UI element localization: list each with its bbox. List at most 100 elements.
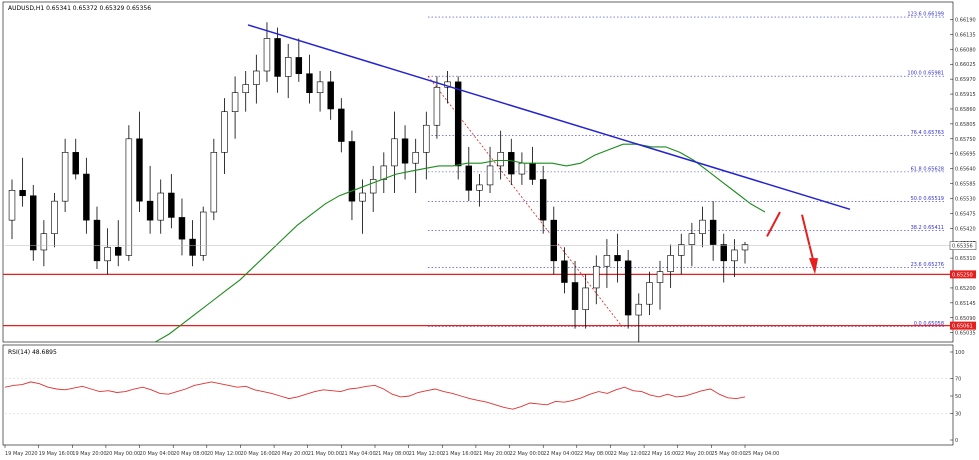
up-arrow-line <box>766 211 781 237</box>
time-tick-label: 25 May 00:00 <box>711 451 745 457</box>
candle-bullish <box>678 244 685 256</box>
support-price-label: 0.65250 <box>952 272 973 278</box>
time-tick-label: 22 May 12:00 <box>610 451 644 457</box>
price-tick-label: 0.65420 <box>955 226 976 232</box>
candle-bullish <box>242 84 249 94</box>
candle-bearish <box>327 81 334 110</box>
candle-bearish <box>401 138 409 164</box>
candle-bullish <box>369 179 377 194</box>
fib-level-label: 123.6 0.66199 <box>907 12 944 18</box>
candle-bullish <box>593 265 600 289</box>
time-tick-label: 22 May 16:00 <box>644 451 678 457</box>
price-tick-label: 0.65640 <box>955 167 976 173</box>
current-price-tag: 0.65356 <box>5 241 977 250</box>
candle-bearish <box>306 73 313 94</box>
candle-bearish <box>83 173 90 221</box>
candle-bearish <box>93 219 101 262</box>
price-tick-label: 0.65860 <box>955 107 976 113</box>
time-tick-label: 19 May 20:00 <box>72 451 106 457</box>
candle-bullish <box>316 81 324 94</box>
candle-bearish <box>72 152 79 175</box>
time-tick-label: 21 May 08:00 <box>375 451 409 457</box>
candle-bullish <box>221 111 228 153</box>
time-tick-label: 21 May 04:00 <box>341 451 375 457</box>
candle-bullish <box>699 219 706 235</box>
candle-bearish <box>274 38 281 77</box>
candle-bearish <box>348 141 356 202</box>
candle-bullish <box>125 138 133 256</box>
support-price-label: 0.65061 <box>952 324 973 330</box>
candle-bullish <box>263 38 271 72</box>
candle-bearish <box>508 152 515 175</box>
candle-bullish <box>284 57 292 77</box>
support-lines: 0.65250 0.65061 <box>3 270 976 330</box>
candle-bullish <box>391 138 398 167</box>
price-tick-label: 0.66025 <box>955 62 976 68</box>
candle-bullish <box>433 86 441 126</box>
moving-average <box>154 143 766 343</box>
candle-bearish <box>624 260 632 316</box>
price-tick-label: 0.65090 <box>955 316 976 322</box>
candle-bearish <box>550 219 558 262</box>
candle-bullish <box>423 124 430 153</box>
price-tick-label: 0.65695 <box>955 152 976 158</box>
price-tick-label: 0.65805 <box>955 122 976 128</box>
time-tick-label: 19 May 16:00 <box>39 451 73 457</box>
candle-bullish <box>646 282 653 305</box>
candle-bullish <box>518 162 526 175</box>
time-tick-label: 20 May 08:00 <box>173 451 207 457</box>
price-tick-label: 0.66080 <box>955 47 976 53</box>
time-tick-label: 25 May 04:00 <box>745 451 779 457</box>
current-price-box <box>949 241 977 250</box>
time-tick-label: 21 May 12:00 <box>409 451 443 457</box>
price-tick-label: 0.65310 <box>955 256 976 262</box>
candle-bearish <box>709 219 717 245</box>
candle-bullish <box>688 233 696 245</box>
fib-level-label: 23.6 0.65276 <box>911 262 944 268</box>
fib-level-label: 0.0 0.65058 <box>914 321 944 327</box>
candles <box>8 22 749 343</box>
time-tick-label: 21 May 00:00 <box>308 451 342 457</box>
forecast-arrows <box>766 211 818 275</box>
ma-line <box>154 143 766 343</box>
support-price-tag <box>950 321 976 330</box>
candle-bullish <box>253 70 260 85</box>
time-tick-label: 20 May 12:00 <box>207 451 241 457</box>
time-tick-label: 20 May 16:00 <box>240 451 274 457</box>
candle-bullish <box>603 255 611 267</box>
candle-bullish <box>741 244 749 251</box>
fib-level-label: 100.0 0.65981 <box>907 71 944 77</box>
candle-bearish <box>465 165 473 191</box>
current-price-label: 0.65356 <box>952 244 973 250</box>
candle-bearish <box>454 81 462 167</box>
time-tick-label: 22 May 04:00 <box>543 451 577 457</box>
resistance-trendline <box>247 24 851 211</box>
candle-bearish <box>178 217 186 240</box>
candle-bearish <box>529 162 536 180</box>
time-tick-label: 19 May 2020 <box>5 451 38 457</box>
price-tick-label: 0.65035 <box>955 331 976 337</box>
candle-bullish <box>486 165 494 186</box>
rsi-tick-label: 30 <box>955 412 961 418</box>
candle-bearish <box>19 190 26 197</box>
candle-bullish <box>582 287 589 310</box>
candle-bullish <box>40 233 48 251</box>
support-price-tag <box>950 270 976 279</box>
rsi-tick-label: 50 <box>955 394 961 400</box>
candle-bullish <box>731 249 738 262</box>
time-tick-label: 20 May 20:00 <box>274 451 308 457</box>
rsi-pane-frame <box>2 344 954 446</box>
candle-bearish <box>189 238 196 256</box>
price-axis-ticks: 0.66190 0.66135 0.66080 0.66025 0.65970 0.659… <box>950 17 976 337</box>
down-arrow-line <box>801 214 815 264</box>
fib-level-label: 38.2 0.65411 <box>911 225 944 231</box>
candle-bullish <box>51 200 58 235</box>
rsi-tick-label: 100 <box>955 350 965 356</box>
fib-level-label: 50.0 0.65519 <box>911 196 944 202</box>
candle-bullish <box>497 152 504 167</box>
candle-bullish <box>199 211 207 256</box>
down-arrow-head <box>809 258 818 275</box>
candle-bullish <box>359 192 366 202</box>
candle-bearish <box>338 108 345 142</box>
